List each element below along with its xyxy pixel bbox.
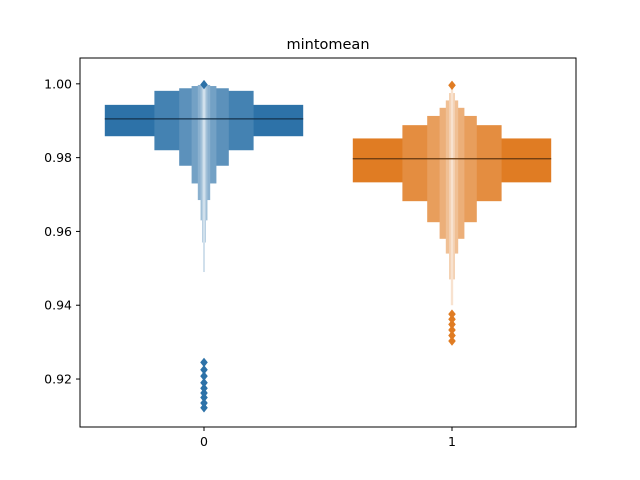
outlier-point xyxy=(200,365,208,375)
outlier-point xyxy=(200,357,208,368)
outlier-point xyxy=(200,398,208,408)
chart-title: mintomean xyxy=(286,37,369,53)
axes-frame xyxy=(79,57,577,428)
box-level-8 xyxy=(203,83,205,273)
y-tick-label: 0.94 xyxy=(44,298,72,313)
outlier-point xyxy=(200,378,208,388)
plot-area xyxy=(104,79,552,413)
x-tick-label: 0 xyxy=(200,434,208,449)
outlier-point xyxy=(200,403,208,413)
y-tick-label: 0.98 xyxy=(44,150,72,165)
outlier-point xyxy=(200,371,208,381)
outlier-point xyxy=(448,336,456,346)
outlier-point xyxy=(448,80,456,90)
y-tick-label: 1.00 xyxy=(44,76,72,91)
outlier-point xyxy=(448,309,456,319)
outlier-point xyxy=(448,330,456,341)
outlier-point xyxy=(200,79,208,90)
outlier-point xyxy=(200,383,208,393)
outlier-point xyxy=(448,325,456,335)
axes: 0.92 0.94 0.96 0.98 1.00 0 1 xyxy=(44,57,577,449)
x-tick-label: 1 xyxy=(448,434,456,449)
y-tick-label: 0.92 xyxy=(44,372,72,387)
y-tick-label: 0.96 xyxy=(44,224,72,239)
series-0 xyxy=(104,79,304,413)
outlier-point xyxy=(448,314,456,324)
series-1 xyxy=(352,80,552,346)
outlier-point xyxy=(200,388,208,398)
outlier-point xyxy=(448,319,456,330)
box-level-7 xyxy=(450,87,454,306)
